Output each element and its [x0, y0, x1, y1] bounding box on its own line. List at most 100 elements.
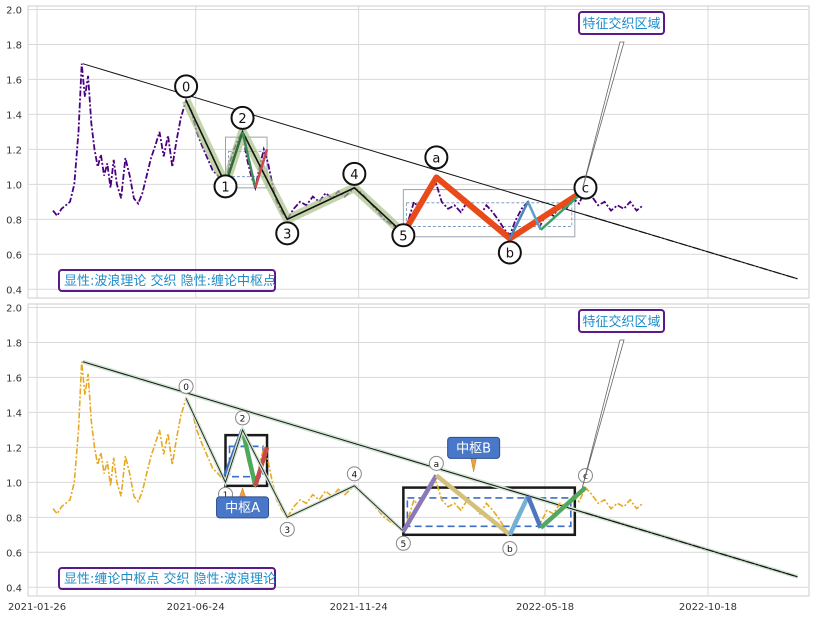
- y-tick-label: 2.0: [6, 5, 22, 16]
- wave-point-label: 1: [221, 180, 229, 195]
- zhongshu-box: [402, 189, 576, 238]
- legend-frame: [58, 269, 276, 292]
- zhongshu-segment: [507, 495, 530, 536]
- wave-point-label: 1: [223, 491, 229, 501]
- plot-area: [27, 303, 810, 597]
- wave-point-label: 4: [351, 470, 357, 480]
- legend-text: 显性:波浪理论 交织 隐性:缠论中枢点: [64, 273, 276, 289]
- sub-wave-segment: [526, 201, 542, 231]
- callout-pointer: [581, 339, 625, 488]
- y-tick-label: 0.4: [6, 583, 22, 594]
- callout-text: 特征交织区域: [582, 16, 660, 32]
- x-axis: 2021-01-26 2021-06-24 2021-11-24 2022-05-18…: [8, 602, 737, 613]
- zhongshu-label-text: 中枢A: [225, 501, 260, 516]
- impulse-wave: [185, 100, 404, 234]
- zhongshu-segment: [401, 474, 439, 533]
- wave-point-circle: [174, 74, 199, 99]
- trend-projection: [585, 214, 798, 280]
- wave-point-label: 5: [399, 229, 407, 244]
- wave-point-label: 2: [238, 112, 246, 127]
- y-tick-label: 2.0: [6, 303, 22, 314]
- y-tick-label: 0.8: [6, 513, 22, 524]
- legend-text: 显性:缠论中枢点 交织 隐性:波浪理论: [64, 571, 276, 587]
- wave-point-circle: [235, 410, 251, 426]
- wave-point-label: b: [506, 247, 514, 262]
- wave-point-0: 0: [178, 378, 194, 394]
- wave-point-a: a: [428, 455, 444, 471]
- wave-point-circle: [428, 455, 444, 471]
- wave-point-4: 4: [346, 466, 362, 482]
- wave-point-5: 5: [391, 223, 416, 248]
- wave-point-5: 5: [395, 535, 411, 551]
- zhongshu-label-b: 中枢B: [447, 436, 501, 472]
- x-tick-label: 2021-01-26: [8, 602, 66, 613]
- zhongshu-inner-box: [406, 497, 572, 528]
- feature-callout: 特征交织区域: [578, 11, 665, 190]
- wave-point-0: 0: [174, 74, 199, 99]
- wave-point-3: 3: [279, 521, 295, 537]
- wave-point-circle: [213, 174, 238, 199]
- wave-point-label: 4: [350, 168, 358, 183]
- wave-point-circle: [346, 466, 362, 482]
- zhongshu-label-box: [447, 436, 501, 459]
- trend-line: [82, 63, 798, 280]
- wave-point-circle: [395, 535, 411, 551]
- x-tick-label: 2021-11-24: [330, 602, 388, 613]
- wave-point-b: b: [497, 240, 522, 265]
- wave-point-label: c: [582, 182, 589, 197]
- callout-box: [578, 11, 665, 35]
- wave-point-circle: [275, 221, 300, 246]
- wave-point-c: c: [573, 175, 598, 200]
- plot-area: [27, 5, 810, 299]
- wave-point-circle: [424, 145, 449, 170]
- wave-point-1: 1: [213, 174, 238, 199]
- zhongshu-inner-box: [405, 202, 573, 227]
- y-tick-label: 1.8: [6, 40, 22, 51]
- legend-box: 显性:波浪理论 交织 隐性:缠论中枢点: [58, 269, 276, 292]
- wave-point-label: 3: [284, 526, 290, 536]
- legend-box: 显性:缠论中枢点 交织 隐性:波浪理论: [58, 567, 276, 590]
- y-tick-label: 1.4: [6, 110, 22, 121]
- wave-point-label: 5: [400, 540, 406, 550]
- wave-point-4: 4: [342, 161, 367, 186]
- wave-point-label: 0: [183, 383, 189, 393]
- zhongshu-segment: [240, 429, 258, 487]
- wave-point-label: a: [432, 151, 440, 166]
- wave-point-3: 3: [275, 221, 300, 246]
- zhongshu-segment: [539, 485, 587, 530]
- wave-point-circle: [502, 541, 518, 557]
- zhongshu-label-box: [216, 496, 270, 519]
- zhongshu-segment: [434, 473, 512, 537]
- y-tick-label: 1.6: [6, 75, 22, 86]
- x-tick-label: 2021-06-24: [167, 602, 225, 613]
- wave-point-label: 2: [240, 414, 246, 424]
- y-tick-label: 0.4: [6, 285, 22, 296]
- y-tick-label: 0.8: [6, 215, 22, 226]
- callout-box: [578, 309, 665, 333]
- zhongshu-label-text: 中枢B: [456, 441, 491, 456]
- wave-point-circle: [279, 521, 295, 537]
- bottom-panel: 0.40.60.81.01.21.41.61.82.0012345abc中枢A中…: [6, 303, 810, 597]
- callout-pointer: [581, 41, 625, 190]
- x-tick-label: 2022-05-18: [516, 602, 574, 613]
- y-tick-label: 1.6: [6, 373, 22, 384]
- wave-point-label: 3: [283, 227, 291, 242]
- trend-projection: [585, 512, 798, 578]
- wave-point-circle: [391, 223, 416, 248]
- y-tick-label: 1.0: [6, 180, 22, 191]
- sub-wave-segment: [241, 131, 257, 189]
- sub-wave-segment: [254, 149, 269, 189]
- wave-point-2: 2: [235, 410, 251, 426]
- wave-point-2: 2: [230, 105, 255, 130]
- wave-point-label: 0: [182, 80, 190, 95]
- wave-point-circle: [342, 161, 367, 186]
- y-tick-label: 1.2: [6, 443, 22, 454]
- wave-link: [185, 398, 404, 532]
- callout-text: 特征交织区域: [582, 314, 660, 330]
- zhongshu-label-a: 中枢A: [216, 487, 270, 519]
- x-tick-label: 2022-10-18: [679, 602, 737, 613]
- wave-point-label: a: [434, 460, 440, 470]
- wave-point-circle: [178, 378, 194, 394]
- wave-point-label: b: [507, 545, 513, 555]
